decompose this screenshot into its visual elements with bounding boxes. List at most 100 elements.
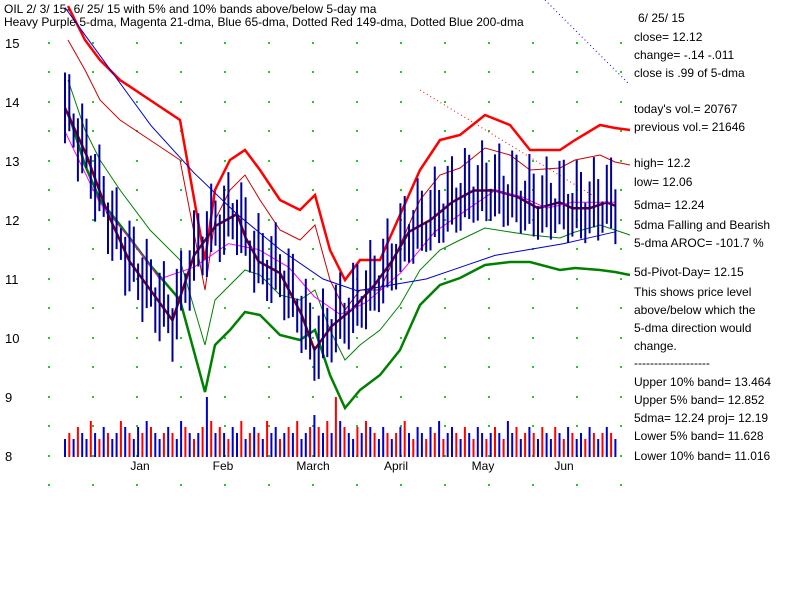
grid-dot (92, 219, 94, 221)
info-today-vol: today's vol.= 20767 (634, 102, 738, 116)
volume-bars (64, 397, 617, 457)
grid-dot (620, 366, 622, 368)
grid-dot (48, 101, 50, 103)
info-lower-10: Lower 10% band= 11.016 (634, 449, 771, 463)
grid-dot (532, 425, 534, 427)
grid-dot (48, 425, 50, 427)
grid-dot (400, 484, 402, 486)
grid-dot (620, 248, 622, 250)
grid-dot (488, 425, 490, 427)
grid-dot (136, 101, 138, 103)
grid-dot (48, 484, 50, 486)
grid-dot (312, 71, 314, 73)
grid-dot (400, 337, 402, 339)
grid-dot (224, 101, 226, 103)
grid-dot (400, 425, 402, 427)
info-previous-vol: previous vol.= 21646 (634, 120, 745, 134)
chart-title-line2: Heavy Purple 5-dma, Magenta 21-dma, Blue… (4, 15, 524, 29)
grid-dot (224, 484, 226, 486)
lower-10pct-band (66, 111, 631, 411)
grid-dot (180, 71, 182, 73)
grid-dot (488, 337, 490, 339)
grid-dot (48, 189, 50, 191)
grid-dot (576, 130, 578, 132)
grid-dot (620, 101, 622, 103)
grid-dot (400, 189, 402, 191)
grid-dot (180, 337, 182, 339)
y-tick-label: 11 (5, 272, 19, 287)
grid-dot (312, 101, 314, 103)
grid-dot (136, 396, 138, 398)
grid-dot (620, 42, 622, 44)
grid-dot (620, 425, 622, 427)
grid-dot (620, 219, 622, 221)
grid-dot (92, 366, 94, 368)
grid-dot (444, 278, 446, 280)
grid-dot (576, 42, 578, 44)
grid-dot (312, 307, 314, 309)
grid-dot (620, 484, 622, 486)
info-panel: 6/ 25/ 15 close= 12.12 change= -.14 -.01… (634, 11, 771, 463)
info-pivot: 5d-Pivot-Day= 12.15 (634, 265, 744, 279)
info-note-3: 5-dma direction would (634, 321, 751, 335)
grid-dot (268, 484, 270, 486)
grid-dot (488, 248, 490, 250)
x-tick-label: Jan (130, 459, 149, 473)
info-aroc: 5-dma AROC= -101.7 % (634, 236, 764, 250)
grid-dot (444, 484, 446, 486)
grid-dot (268, 278, 270, 280)
grid-dot (620, 189, 622, 191)
grid-dot (312, 278, 314, 280)
grid-dot (444, 455, 446, 457)
grid-dot (620, 396, 622, 398)
grid-dot (488, 455, 490, 457)
grid-dot (356, 219, 358, 221)
info-low: low= 12.06 (634, 175, 693, 189)
grid-dot (312, 160, 314, 162)
x-axis: Jan Feb March April May Jun (130, 459, 573, 473)
y-tick-label: 12 (5, 213, 19, 228)
grid-dot (488, 160, 490, 162)
grid-dot (92, 455, 94, 457)
grid-dot (224, 42, 226, 44)
grid-dot (356, 160, 358, 162)
grid-dot (92, 71, 94, 73)
grid-dot (268, 189, 270, 191)
info-note-4: change. (634, 339, 677, 353)
info-high: high= 12.2 (634, 156, 691, 170)
grid-dot (180, 396, 182, 398)
grid-dot (136, 425, 138, 427)
grid-dot (444, 337, 446, 339)
grid-dot (488, 307, 490, 309)
info-date: 6/ 25/ 15 (638, 11, 685, 25)
price-bars (64, 72, 617, 381)
grid-dot (356, 366, 358, 368)
info-upper-5: Upper 5% band= 12.852 (634, 393, 765, 407)
grid-dot (312, 248, 314, 250)
y-tick-label: 10 (5, 331, 19, 346)
x-tick-label: Jun (554, 459, 573, 473)
grid-dot (136, 71, 138, 73)
grid-dot (48, 455, 50, 457)
grid-dot (532, 337, 534, 339)
grid-dot (268, 425, 270, 427)
y-tick-label: 15 (5, 36, 19, 51)
grid-dot (268, 366, 270, 368)
grid-dot (532, 307, 534, 309)
grid-dot (312, 484, 314, 486)
x-tick-label: Feb (213, 459, 234, 473)
grid-dot (180, 219, 182, 221)
grid-dot (400, 396, 402, 398)
grid-dot (92, 278, 94, 280)
grid-dot (400, 42, 402, 44)
grid-dot (312, 455, 314, 457)
grid-dot (356, 71, 358, 73)
info-close: close= 12.12 (634, 30, 703, 44)
grid-dot (224, 425, 226, 427)
grid-dot (532, 484, 534, 486)
grid-dot (48, 248, 50, 250)
grid-dot (268, 455, 270, 457)
grid-dot (136, 366, 138, 368)
grid-dot (136, 484, 138, 486)
grid-dot (444, 101, 446, 103)
